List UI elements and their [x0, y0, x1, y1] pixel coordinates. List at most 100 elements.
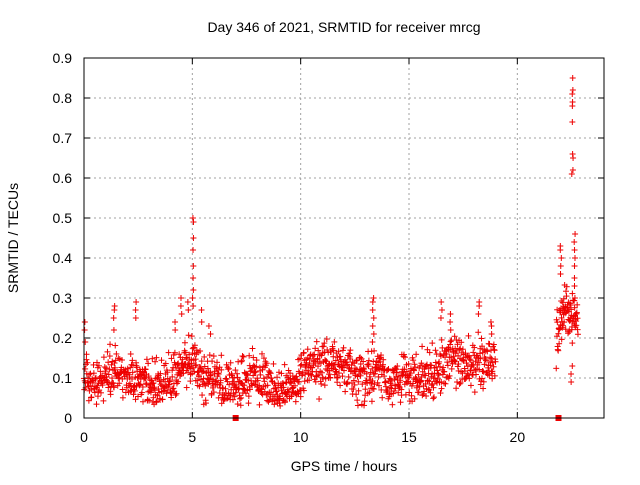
data-point	[560, 295, 567, 302]
data-point	[138, 389, 145, 396]
data-point	[389, 401, 396, 408]
data-point	[571, 239, 578, 245]
data-point	[339, 364, 346, 371]
data-point	[308, 372, 315, 379]
data-point	[343, 380, 350, 387]
data-point	[217, 377, 224, 384]
data-point	[345, 373, 352, 380]
data-point	[190, 219, 197, 225]
data-point	[237, 402, 244, 409]
data-point	[569, 91, 576, 97]
data-point	[453, 385, 460, 392]
data-point	[244, 372, 251, 379]
data-point	[425, 370, 432, 377]
data-point	[398, 386, 405, 393]
data-point	[173, 390, 180, 397]
data-point	[149, 380, 156, 387]
data-point	[408, 392, 415, 399]
data-point	[194, 369, 201, 376]
data-point	[569, 290, 576, 297]
data-point	[145, 360, 152, 367]
data-point	[415, 389, 422, 396]
data-point	[134, 374, 141, 381]
data-point	[411, 361, 418, 368]
data-point	[253, 363, 260, 370]
data-point	[187, 378, 194, 385]
data-point	[246, 386, 253, 393]
data-point	[87, 382, 94, 389]
data-point	[297, 393, 304, 400]
grid-lines	[84, 58, 604, 418]
data-point	[394, 363, 401, 370]
data-point	[94, 359, 101, 366]
data-point	[441, 368, 448, 375]
data-point	[300, 387, 307, 394]
data-point	[277, 402, 284, 409]
data-point	[431, 375, 438, 382]
data-point	[410, 357, 417, 364]
data-point	[571, 275, 578, 281]
data-point	[490, 363, 497, 370]
data-point	[400, 351, 407, 358]
data-point	[557, 263, 564, 269]
data-point	[246, 352, 253, 359]
data-point	[167, 377, 174, 384]
data-point	[172, 319, 179, 325]
data-point	[472, 358, 479, 365]
data-point	[447, 341, 454, 348]
data-point	[568, 371, 575, 377]
data-point	[144, 396, 151, 403]
data-point	[369, 377, 376, 384]
axis-ticks: 0 0.1 0.2 0.3 0.4 0.5 0.6 0.7 0.8 0.9 0 5 10 15 20	[53, 50, 604, 445]
data-point	[397, 399, 404, 406]
data-point	[478, 378, 485, 385]
data-point	[361, 398, 368, 405]
data-point	[350, 377, 357, 384]
data-point	[245, 400, 252, 407]
data-point	[231, 393, 238, 400]
data-point	[434, 375, 441, 382]
data-point	[198, 307, 205, 313]
data-point	[274, 374, 281, 381]
data-point	[111, 307, 118, 313]
data-point	[563, 283, 570, 290]
data-point	[491, 347, 498, 354]
x-tick-label: 15	[401, 429, 417, 445]
data-point	[397, 377, 404, 384]
data-point	[198, 358, 205, 365]
data-point	[421, 371, 428, 378]
data-point	[145, 388, 152, 395]
data-point	[260, 375, 267, 382]
data-point	[263, 391, 270, 398]
data-point	[415, 371, 422, 378]
data-point	[311, 351, 318, 358]
data-point	[330, 347, 337, 354]
data-point	[153, 354, 160, 361]
data-point	[113, 350, 120, 357]
data-point	[244, 371, 251, 378]
data-point	[571, 255, 578, 261]
data-point	[568, 379, 575, 385]
data-point	[244, 387, 251, 394]
data-point	[97, 389, 104, 396]
y-tick-label: 0.2	[53, 330, 73, 346]
data-point	[452, 358, 459, 365]
data-point	[110, 315, 117, 321]
data-point	[555, 330, 562, 337]
data-point	[347, 347, 354, 354]
data-point	[185, 307, 192, 313]
data-point	[430, 395, 437, 402]
data-point	[158, 357, 165, 364]
data-point	[219, 384, 226, 391]
data-point	[353, 357, 360, 364]
data-point	[88, 394, 95, 401]
data-point	[323, 336, 330, 343]
y-tick-label: 0.5	[53, 210, 73, 226]
data-point	[382, 383, 389, 390]
data-point	[342, 362, 349, 369]
data-point	[100, 397, 107, 404]
data-point	[204, 365, 211, 372]
data-point	[330, 353, 337, 360]
data-point	[438, 378, 445, 385]
